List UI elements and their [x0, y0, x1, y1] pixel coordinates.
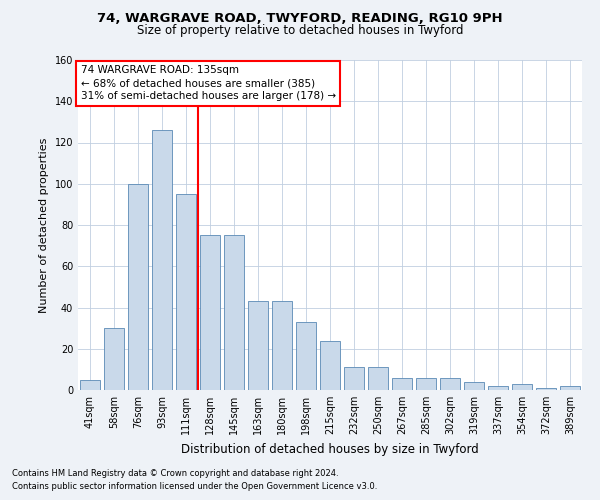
Bar: [344, 368, 364, 390]
Bar: [80, 380, 100, 390]
Text: 74, WARGRAVE ROAD, TWYFORD, READING, RG10 9PH: 74, WARGRAVE ROAD, TWYFORD, READING, RG1…: [97, 12, 503, 26]
Bar: [464, 382, 484, 390]
Bar: [416, 378, 436, 390]
Bar: [248, 302, 268, 390]
Bar: [560, 386, 580, 390]
Bar: [320, 340, 340, 390]
Bar: [272, 302, 292, 390]
Bar: [152, 130, 172, 390]
Bar: [368, 368, 388, 390]
Text: 74 WARGRAVE ROAD: 135sqm
← 68% of detached houses are smaller (385)
31% of semi-: 74 WARGRAVE ROAD: 135sqm ← 68% of detach…: [80, 65, 335, 102]
Bar: [488, 386, 508, 390]
Bar: [224, 236, 244, 390]
Bar: [104, 328, 124, 390]
Bar: [440, 378, 460, 390]
X-axis label: Distribution of detached houses by size in Twyford: Distribution of detached houses by size …: [181, 442, 479, 456]
Bar: [512, 384, 532, 390]
Text: Size of property relative to detached houses in Twyford: Size of property relative to detached ho…: [137, 24, 463, 37]
Bar: [128, 184, 148, 390]
Text: Contains HM Land Registry data © Crown copyright and database right 2024.: Contains HM Land Registry data © Crown c…: [12, 468, 338, 477]
Bar: [536, 388, 556, 390]
Bar: [176, 194, 196, 390]
Y-axis label: Number of detached properties: Number of detached properties: [39, 138, 49, 312]
Text: Contains public sector information licensed under the Open Government Licence v3: Contains public sector information licen…: [12, 482, 377, 491]
Bar: [296, 322, 316, 390]
Bar: [392, 378, 412, 390]
Bar: [200, 236, 220, 390]
